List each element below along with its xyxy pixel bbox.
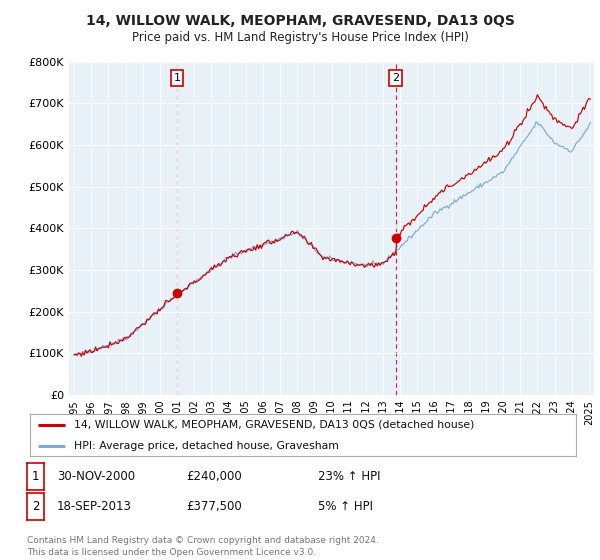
Text: 5% ↑ HPI: 5% ↑ HPI <box>318 500 373 513</box>
Text: Contains HM Land Registry data © Crown copyright and database right 2024.
This d: Contains HM Land Registry data © Crown c… <box>27 536 379 557</box>
Text: Price paid vs. HM Land Registry's House Price Index (HPI): Price paid vs. HM Land Registry's House … <box>131 31 469 44</box>
Text: 14, WILLOW WALK, MEOPHAM, GRAVESEND, DA13 0QS (detached house): 14, WILLOW WALK, MEOPHAM, GRAVESEND, DA1… <box>74 420 474 430</box>
Text: 23% ↑ HPI: 23% ↑ HPI <box>318 470 380 483</box>
Text: £377,500: £377,500 <box>186 500 242 513</box>
Text: 2: 2 <box>32 500 39 513</box>
Text: 1: 1 <box>173 73 181 83</box>
Text: 2: 2 <box>392 73 400 83</box>
Text: 30-NOV-2000: 30-NOV-2000 <box>57 470 135 483</box>
Text: 18-SEP-2013: 18-SEP-2013 <box>57 500 132 513</box>
Text: HPI: Average price, detached house, Gravesham: HPI: Average price, detached house, Grav… <box>74 441 338 451</box>
Text: 14, WILLOW WALK, MEOPHAM, GRAVESEND, DA13 0QS: 14, WILLOW WALK, MEOPHAM, GRAVESEND, DA1… <box>86 14 514 28</box>
Text: 1: 1 <box>32 470 39 483</box>
Text: £240,000: £240,000 <box>186 470 242 483</box>
